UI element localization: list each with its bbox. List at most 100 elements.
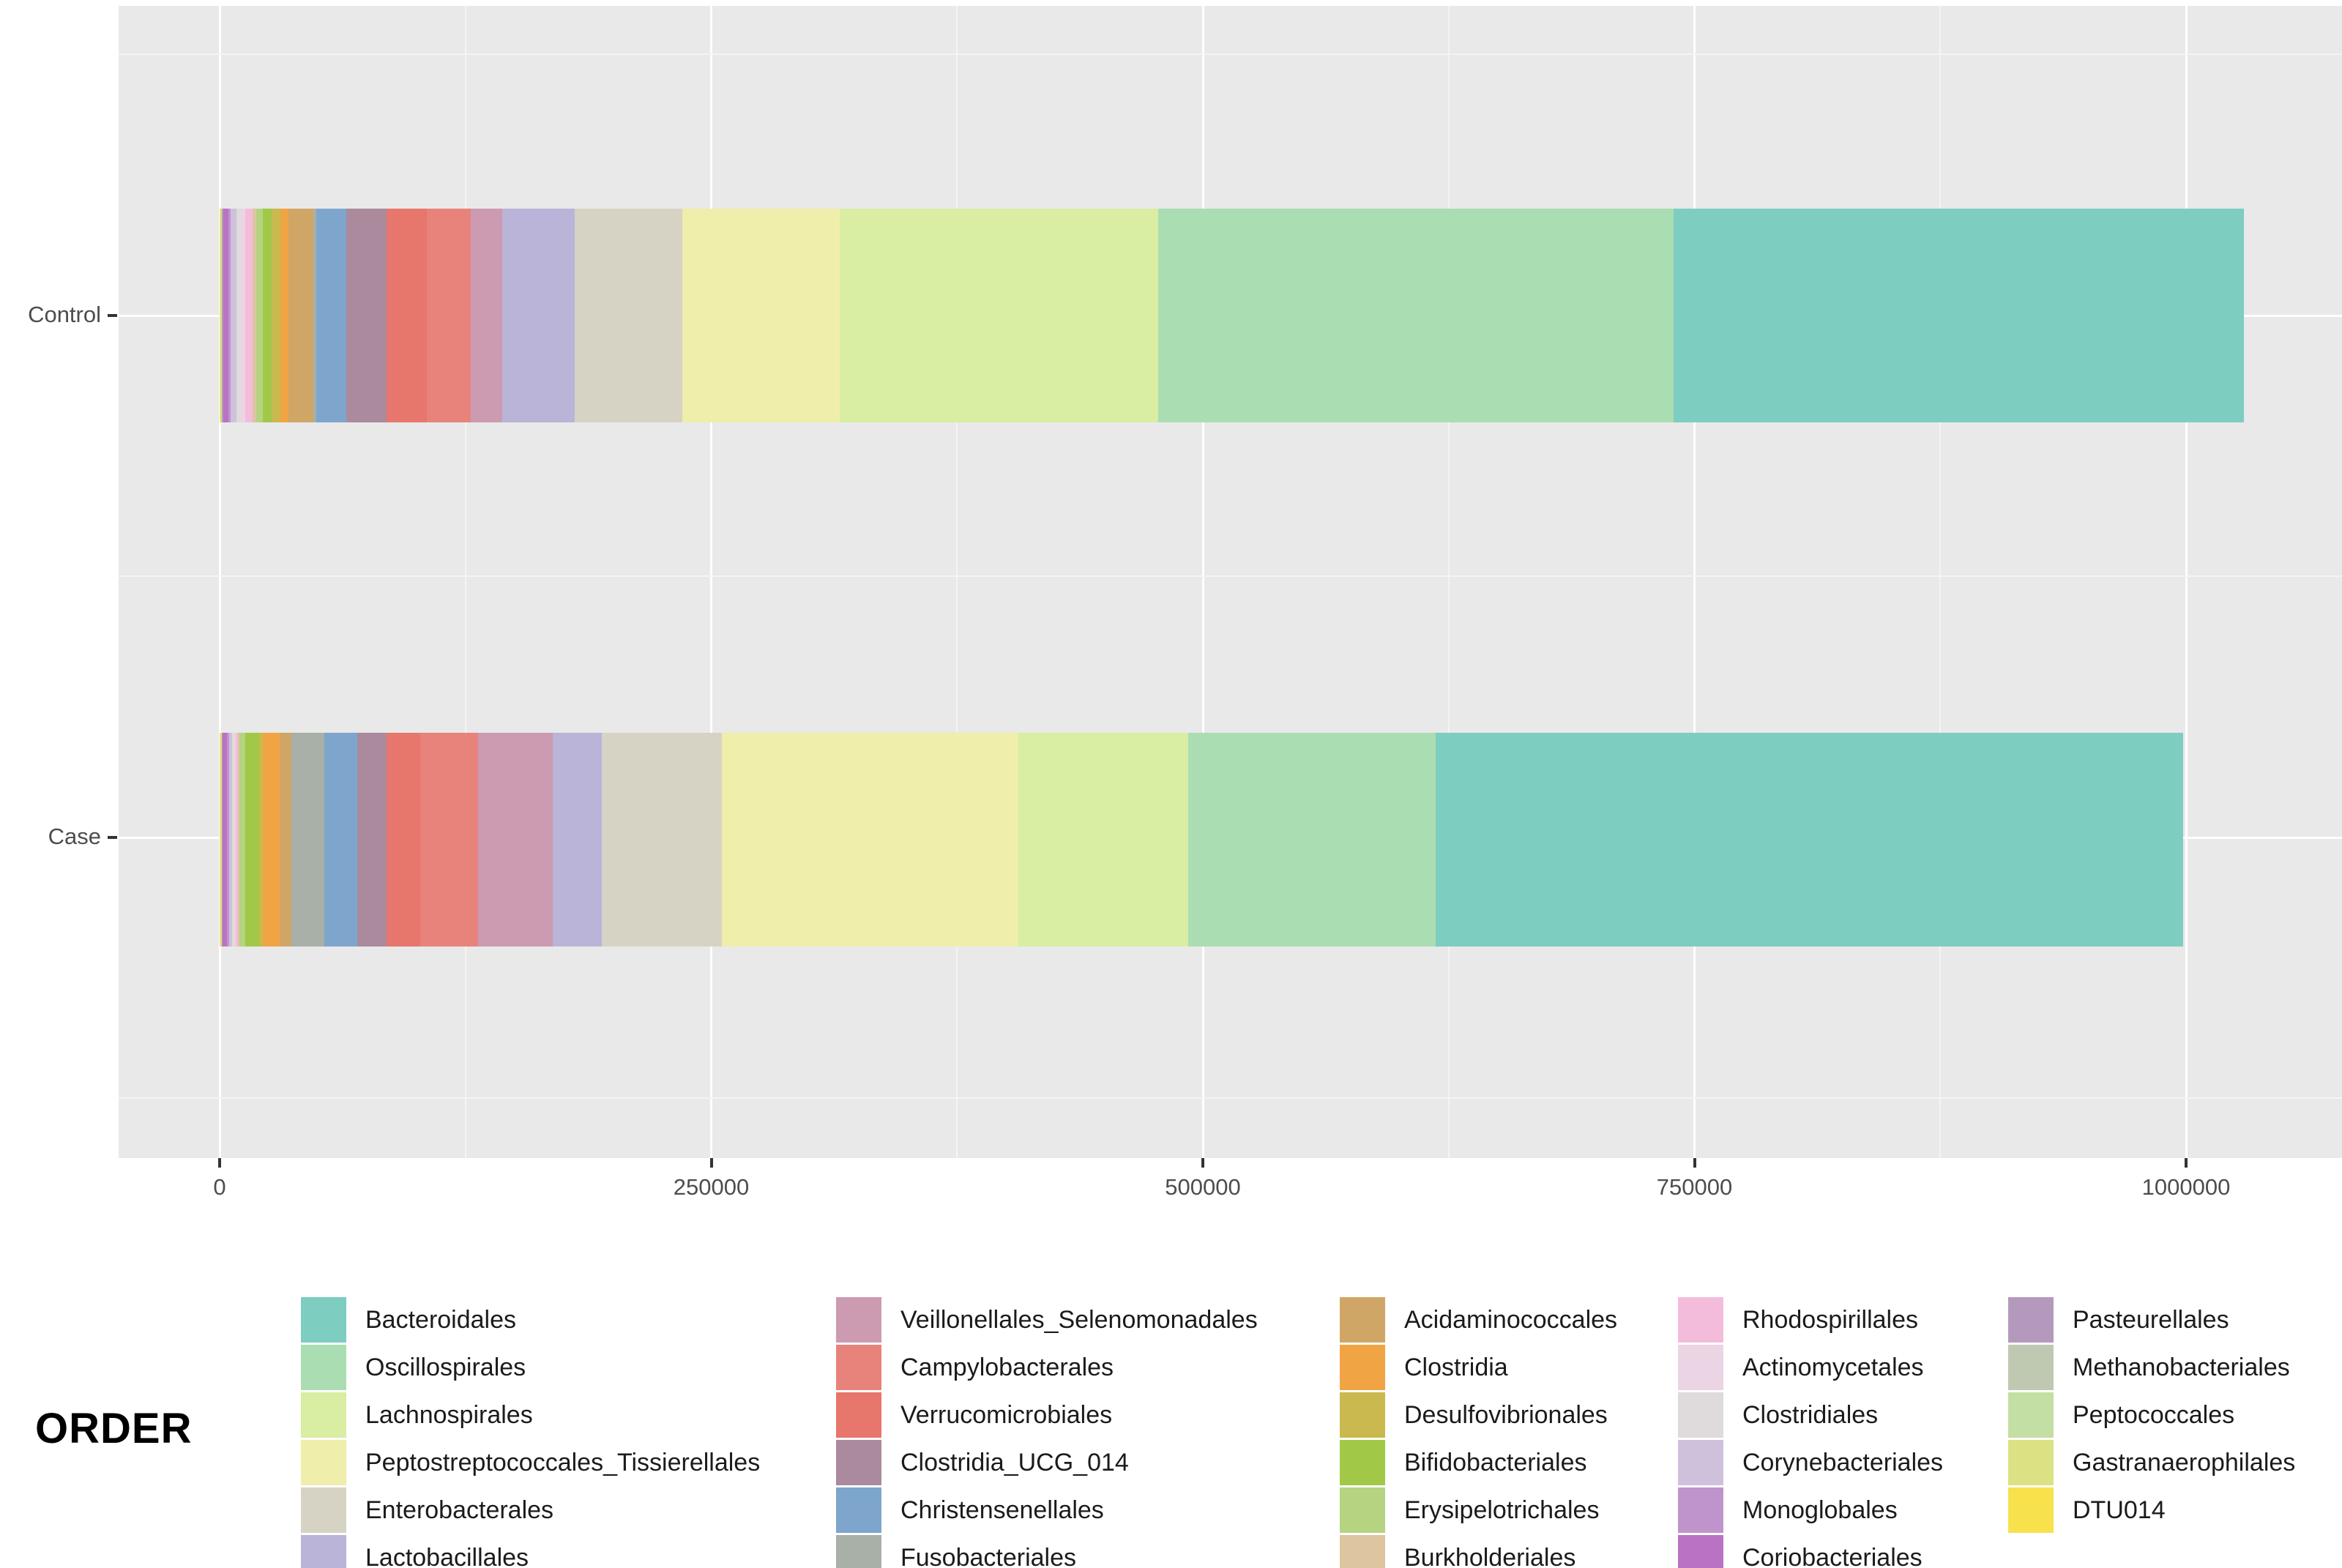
bar-segment-actinomycetales: [240, 209, 246, 422]
bar-segment-corynebacteriales: [228, 733, 232, 947]
bar-segment-lactobacillales: [552, 733, 603, 947]
bar-segment-fusobacteriales: [313, 209, 316, 422]
bar-segment-desulfovibrionales: [259, 733, 264, 947]
legend-swatch-methanobacteriales: [2008, 1345, 2054, 1390]
bar-segment-coriobacteriales: [222, 733, 228, 947]
bar-segment-corynebacteriales: [231, 209, 236, 422]
plot-panel: [119, 6, 2342, 1158]
bar-segment-monoglobales: [227, 733, 229, 947]
bar-segment-peptococcales: [220, 733, 222, 947]
legend-swatch-burkholderiales: [1340, 1535, 1385, 1568]
bar-segment-lachnospirales: [1018, 733, 1188, 947]
legend-swatch-oscillospirales: [301, 1345, 346, 1390]
bar-segment-pasteurellales: [222, 733, 223, 947]
legend-swatch-rhodospirillales: [1678, 1297, 1723, 1343]
legend-label-bacteroidales: Bacteroidales: [365, 1306, 517, 1334]
legend-swatch-bacteroidales: [301, 1297, 346, 1343]
bar-segment-erysipelotrichales: [256, 209, 264, 422]
bar-segment-lactobacillales: [501, 209, 575, 422]
bar-segment-verrucomicrobiales: [386, 209, 428, 422]
y-axis-label-case: Case: [48, 824, 101, 849]
legend-label-burkholderiales: Burkholderiales: [1404, 1544, 1576, 1568]
bar-segment-methanobacteriales: [221, 733, 223, 947]
x-axis-tick-label: 1000000: [2141, 1174, 2231, 1200]
legend-swatch-corynebacteriales: [1678, 1440, 1723, 1485]
legend-swatch-clostridia: [1340, 1345, 1385, 1390]
gridline-major-vertical: [2185, 6, 2188, 1158]
legend-label-actinomycetales: Actinomycetales: [1742, 1354, 1924, 1381]
bar-segment-clostridiales: [236, 209, 241, 422]
legend-label-clostridia: Clostridia: [1404, 1354, 1508, 1381]
legend-swatch-dtu014: [2008, 1487, 2054, 1533]
gridline-major-vertical: [1693, 6, 1696, 1158]
x-axis-tick-label: 500000: [1165, 1174, 1241, 1200]
bar-segment-desulfovibrionales: [272, 209, 280, 422]
bar-segment-clostridia: [263, 733, 280, 947]
bar-segment-bifidobacteriales: [245, 733, 260, 947]
gridline-minor-vertical: [464, 6, 466, 1158]
bar-segment-pasteurellales: [222, 209, 224, 422]
bar-segment-erysipelotrichales: [239, 733, 246, 947]
bar-segment-veillonellales_selenomonadales: [478, 733, 553, 947]
bar-segment-oscillospirales: [1158, 209, 1674, 422]
x-axis-tick: [1201, 1158, 1204, 1168]
y-axis-tick: [108, 314, 117, 317]
legend-label-verrucomicrobiales: Verrucomicrobiales: [900, 1401, 1113, 1429]
legend-swatch-monoglobales: [1678, 1487, 1723, 1533]
legend-label-peptococcales: Peptococcales: [2073, 1401, 2235, 1429]
legend-swatch-erysipelotrichales: [1340, 1487, 1385, 1533]
bar-segment-campylobacterales: [419, 733, 479, 947]
gridline-major-vertical: [218, 6, 221, 1158]
bar-control: [220, 209, 2244, 422]
bar-segment-monoglobales: [228, 209, 231, 422]
bar-segment-acidaminococcales: [279, 733, 291, 947]
legend-label-bifidobacteriales: Bifidobacteriales: [1404, 1449, 1587, 1476]
x-axis-tick-label: 750000: [1656, 1174, 1733, 1200]
legend-label-clostridiales: Clostridiales: [1742, 1401, 1879, 1429]
bar-segment-bifidobacteriales: [263, 209, 272, 422]
bar-segment-clostridia_ucg_014: [357, 733, 387, 947]
bar-segment-clostridiales: [231, 733, 235, 947]
legend-label-erysipelotrichales: Erysipelotrichales: [1404, 1496, 1600, 1524]
legend-label-lachnospirales: Lachnospirales: [365, 1401, 533, 1429]
y-axis-label-control: Control: [28, 302, 101, 327]
x-axis-tick: [709, 1158, 713, 1168]
legend-label-clostridia_ucg_014: Clostridia_UCG_014: [900, 1449, 1129, 1476]
bar-segment-rhodospirillales: [245, 209, 253, 422]
legend-swatch-lachnospirales: [301, 1392, 346, 1438]
legend-label-rhodospirillales: Rhodospirillales: [1742, 1306, 1919, 1334]
legend-label-dtu014: DTU014: [2073, 1496, 2166, 1524]
x-axis-tick-label: 0: [213, 1174, 226, 1200]
legend-label-veillonellales_selenomonadales: Veillonellales_Selenomonadales: [900, 1306, 1258, 1334]
bar-segment-campylobacterales: [427, 209, 471, 422]
legend-swatch-desulfovibrionales: [1340, 1392, 1385, 1438]
legend-label-monoglobales: Monoglobales: [1742, 1496, 1898, 1524]
gridline-minor-vertical: [1447, 6, 1450, 1158]
bar-segment-enterobacterales: [602, 733, 722, 947]
bar-segment-rhodospirillales: [236, 733, 239, 947]
x-axis-tick-label: 250000: [673, 1174, 750, 1200]
bar-segment-coriobacteriales: [223, 209, 229, 422]
gridline-minor-horizontal: [119, 1097, 2342, 1099]
legend-label-coriobacteriales: Coriobacteriales: [1742, 1544, 1923, 1568]
legend-label-acidaminococcales: Acidaminococcales: [1404, 1306, 1618, 1334]
x-axis-tick: [218, 1158, 221, 1168]
legend-label-lactobacillales: Lactobacillales: [365, 1544, 529, 1568]
legend-swatch-veillonellales_selenomonadales: [836, 1297, 881, 1343]
legend-label-oscillospirales: Oscillospirales: [365, 1354, 526, 1381]
legend-swatch-clostridia_ucg_014: [836, 1440, 881, 1485]
gridline-major-vertical: [1201, 6, 1204, 1158]
legend-swatch-enterobacterales: [301, 1487, 346, 1533]
legend-swatch-campylobacterales: [836, 1345, 881, 1390]
bar-segment-peptococcales: [220, 209, 222, 422]
bar-segment-christensenellales: [316, 209, 346, 422]
bar-segment-peptostreptococcales_tissierellales: [682, 209, 840, 422]
bar-segment-actinomycetales: [234, 733, 236, 947]
x-axis-tick: [1693, 1158, 1696, 1168]
bar-segment-gastranaerophilales: [220, 209, 221, 422]
bar-segment-verrucomicrobiales: [387, 733, 420, 947]
legend-label-corynebacteriales: Corynebacteriales: [1742, 1449, 1944, 1476]
bar-segment-oscillospirales: [1187, 733, 1436, 947]
bar-case: [220, 733, 2183, 947]
